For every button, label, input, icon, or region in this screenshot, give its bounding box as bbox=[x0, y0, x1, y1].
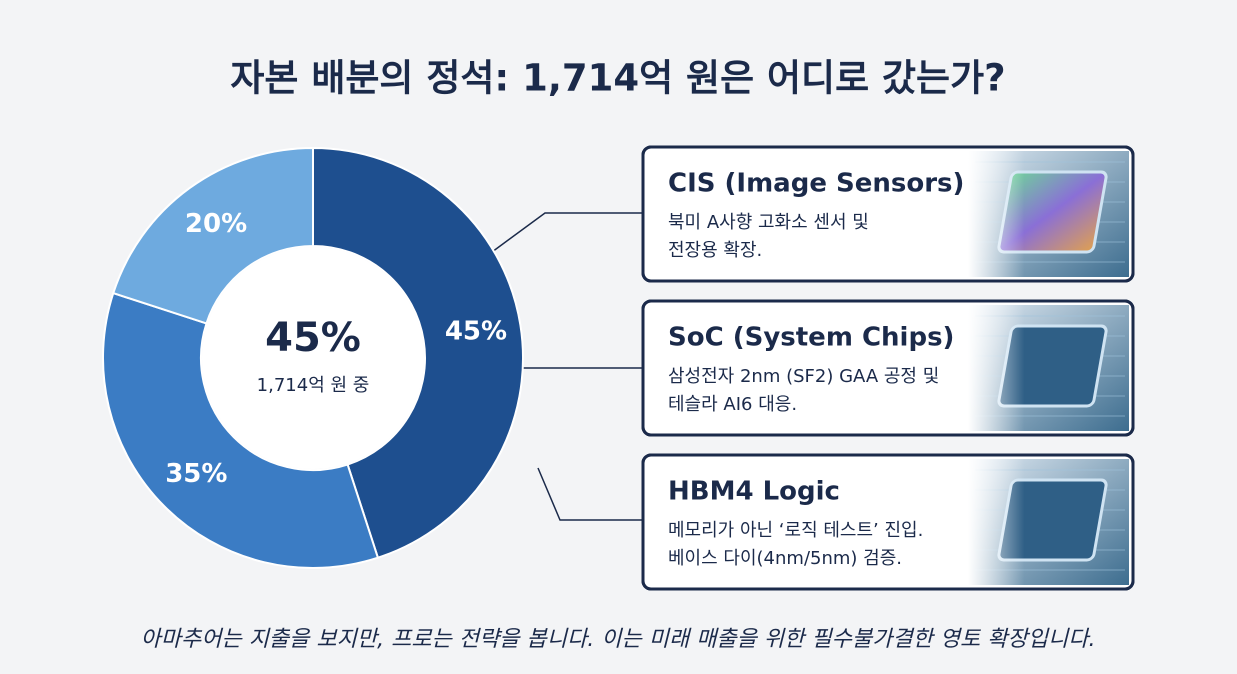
donut: 45% 35% 20% 45% 1,714억 원 중 bbox=[102, 146, 524, 569]
card-text: 전장용 확장. bbox=[668, 240, 762, 261]
card-text: 삼성전자 2nm (SF2) GAA 공정 및 bbox=[668, 366, 939, 387]
card-text: 북미 A사향 고화소 센서 및 bbox=[668, 212, 869, 233]
donut-segment bbox=[102, 291, 380, 569]
segment-label: 45% bbox=[445, 317, 507, 347]
card-image-fade bbox=[968, 305, 1129, 431]
card-border bbox=[641, 145, 1135, 283]
card-text: 베이스 다이(4nm/5nm) 검증. bbox=[668, 548, 902, 569]
card: SoC (System Chips) 삼성전자 2nm (SF2) GAA 공정 … bbox=[641, 299, 1135, 437]
card-title: SoC (System Chips) bbox=[668, 323, 954, 353]
donut-hole bbox=[202, 247, 424, 469]
title: 자본 배분의 정석: 1,714억 원은 어디로 갔는가? bbox=[230, 57, 1005, 100]
center-caption: 1,714억 원 중 bbox=[257, 375, 370, 396]
footer: 아마추어는 지출을 보지만, 프로는 전략을 봅니다. 이는 미래 매출을 위한… bbox=[141, 627, 1096, 652]
segment-label: 20% bbox=[185, 209, 247, 239]
card-text: 메모리가 아닌 ‘로직 테스트’ 진입. bbox=[668, 520, 923, 541]
card-title: CIS (Image Sensors) bbox=[668, 169, 964, 199]
donut-segment bbox=[112, 146, 314, 325]
card-image-fade bbox=[968, 151, 1129, 277]
card-border bbox=[641, 453, 1135, 591]
card-image-fade bbox=[968, 459, 1129, 585]
card-title: HBM4 Logic bbox=[668, 477, 840, 507]
donut-segment bbox=[312, 146, 524, 559]
connector bbox=[491, 212, 643, 253]
card: HBM4 Logic 메모리가 아닌 ‘로직 테스트’ 진입. 베이스 다이(4nm… bbox=[641, 453, 1135, 591]
card-text: 테슬라 AI6 대응. bbox=[668, 394, 797, 415]
connector bbox=[537, 467, 643, 521]
segment-label: 35% bbox=[165, 459, 227, 489]
connectors bbox=[491, 212, 643, 521]
card-border bbox=[641, 299, 1135, 437]
center-value: 45% bbox=[265, 315, 361, 361]
